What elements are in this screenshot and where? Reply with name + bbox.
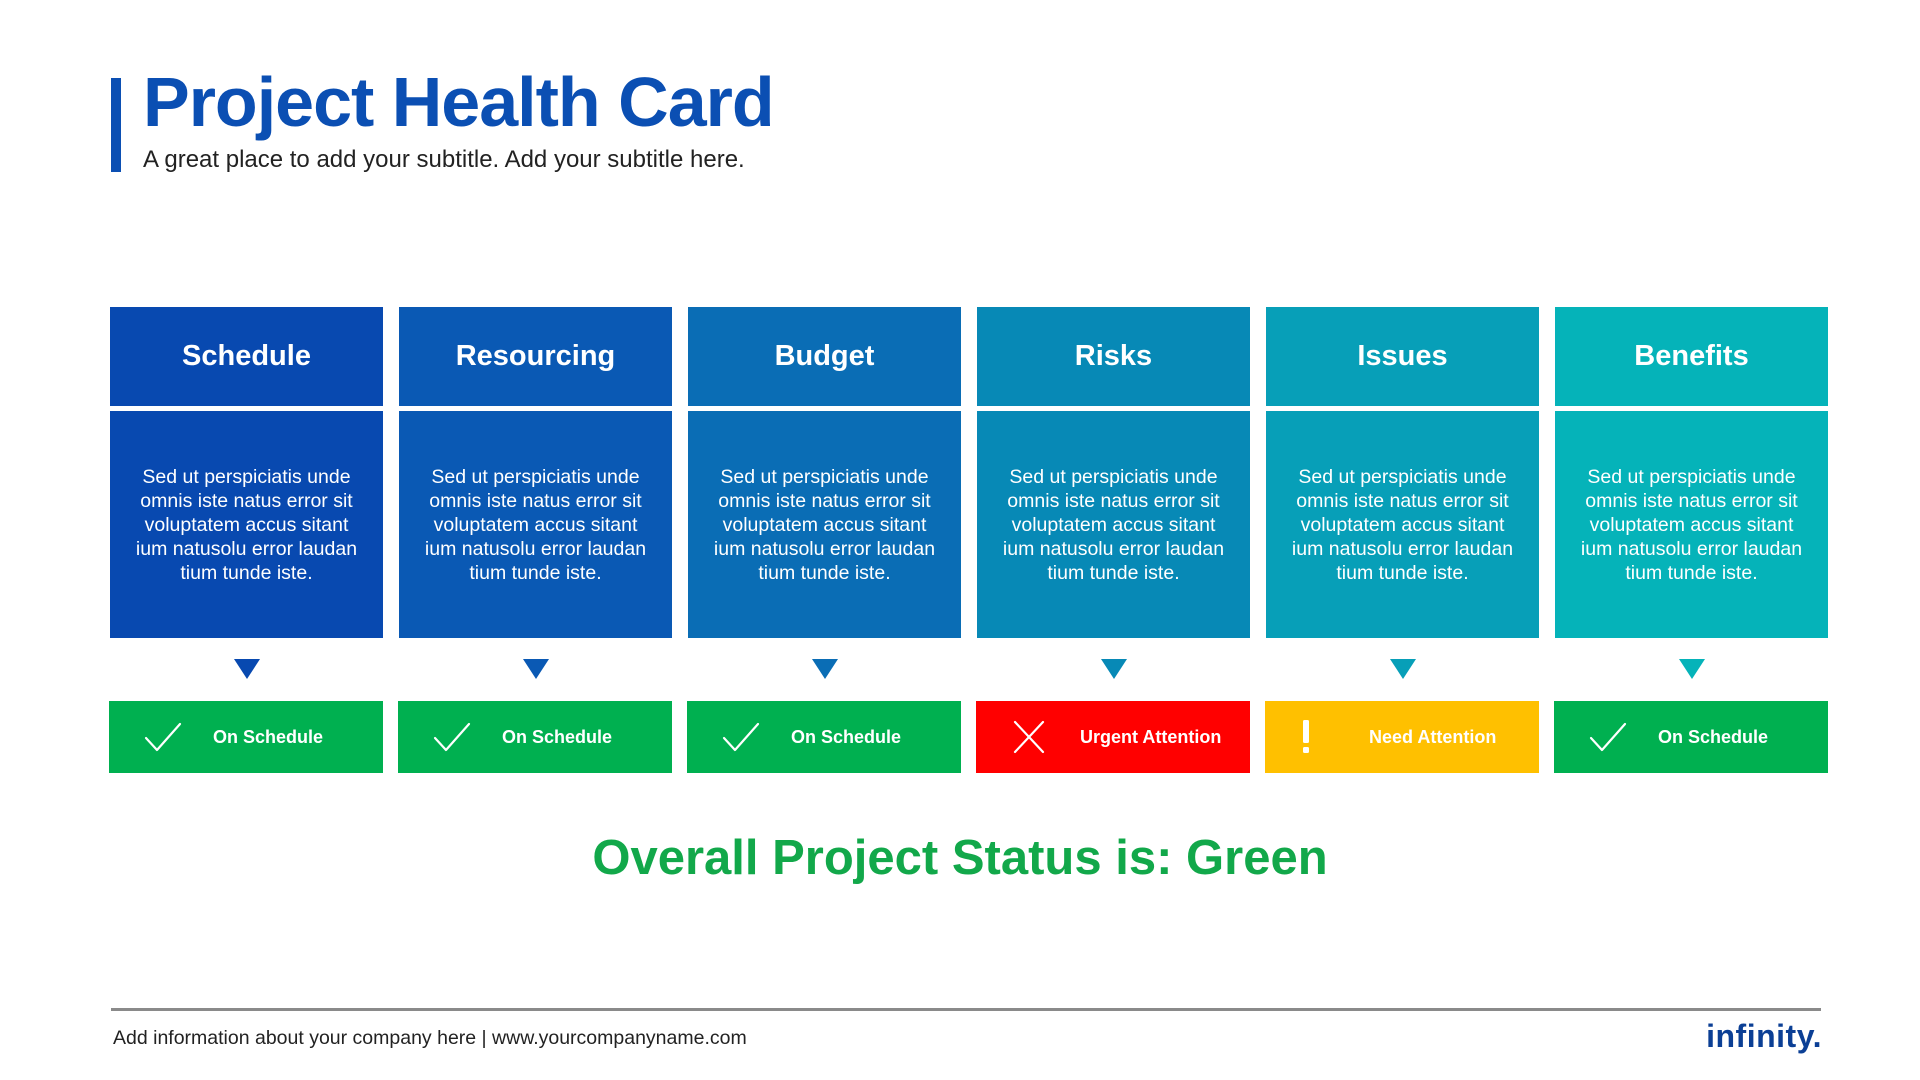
column-description: Sed ut perspiciatis unde omnis iste natu… [688, 411, 961, 638]
column-description: Sed ut perspiciatis unde omnis iste natu… [1555, 411, 1828, 638]
column-header: Schedule [110, 307, 383, 406]
page-subtitle: A great place to add your subtitle. Add … [143, 146, 745, 173]
down-arrow-icon [1679, 659, 1705, 679]
status-label: Urgent Attention [1080, 727, 1222, 747]
overall-project-status: Overall Project Status is: Green [592, 831, 1328, 885]
down-arrow-icon [523, 659, 549, 679]
down-arrow-icon [1101, 659, 1127, 679]
exclamation-icon [1303, 720, 1309, 753]
column-description: Sed ut perspiciatis unde omnis iste natu… [977, 411, 1250, 638]
status-label: On Schedule [213, 727, 324, 747]
down-arrow-icon [812, 659, 838, 679]
status-badge: On Schedule [109, 701, 383, 773]
status-label: Need Attention [1369, 727, 1497, 747]
column-header: Budget [688, 307, 961, 406]
check-icon [722, 722, 760, 752]
column-description: Sed ut perspiciatis unde omnis iste natu… [399, 411, 672, 638]
status-badge: Urgent Attention [976, 701, 1250, 773]
down-arrow-icon [1390, 659, 1416, 679]
x-icon [1013, 720, 1045, 754]
footer-company-info: Add information about your company here … [113, 1027, 747, 1049]
column-resourcing: Resourcing Sed ut perspiciatis unde omni… [398, 307, 672, 773]
footer-divider [111, 1008, 1821, 1011]
column-header: Issues [1266, 307, 1539, 406]
column-header: Resourcing [399, 307, 672, 406]
column-header: Benefits [1555, 307, 1828, 406]
status-label: On Schedule [1658, 727, 1769, 747]
column-header: Risks [977, 307, 1250, 406]
column-budget: Budget Sed ut perspiciatis unde omnis is… [687, 307, 961, 773]
company-logo: infinity. [1706, 1018, 1822, 1054]
health-columns: Schedule Sed ut perspiciatis unde omnis … [109, 307, 1828, 773]
status-label: On Schedule [502, 727, 613, 747]
column-description: Sed ut perspiciatis unde omnis iste natu… [1266, 411, 1539, 638]
status-badge: On Schedule [687, 701, 961, 773]
check-icon [1589, 722, 1627, 752]
title-accent-bar [111, 78, 121, 172]
page-title: Project Health Card [143, 63, 775, 141]
status-label: On Schedule [791, 727, 902, 747]
status-badge: On Schedule [1554, 701, 1828, 773]
status-badge: On Schedule [398, 701, 672, 773]
status-badge: Need Attention [1265, 701, 1539, 773]
down-arrow-icon [234, 659, 260, 679]
column-benefits: Benefits Sed ut perspiciatis unde omnis … [1554, 307, 1828, 773]
check-icon [433, 722, 471, 752]
column-schedule: Schedule Sed ut perspiciatis unde omnis … [109, 307, 383, 773]
check-icon [144, 722, 182, 752]
column-issues: Issues Sed ut perspiciatis unde omnis is… [1265, 307, 1539, 773]
column-risks: Risks Sed ut perspiciatis unde omnis ist… [976, 307, 1250, 773]
column-description: Sed ut perspiciatis unde omnis iste natu… [110, 411, 383, 638]
